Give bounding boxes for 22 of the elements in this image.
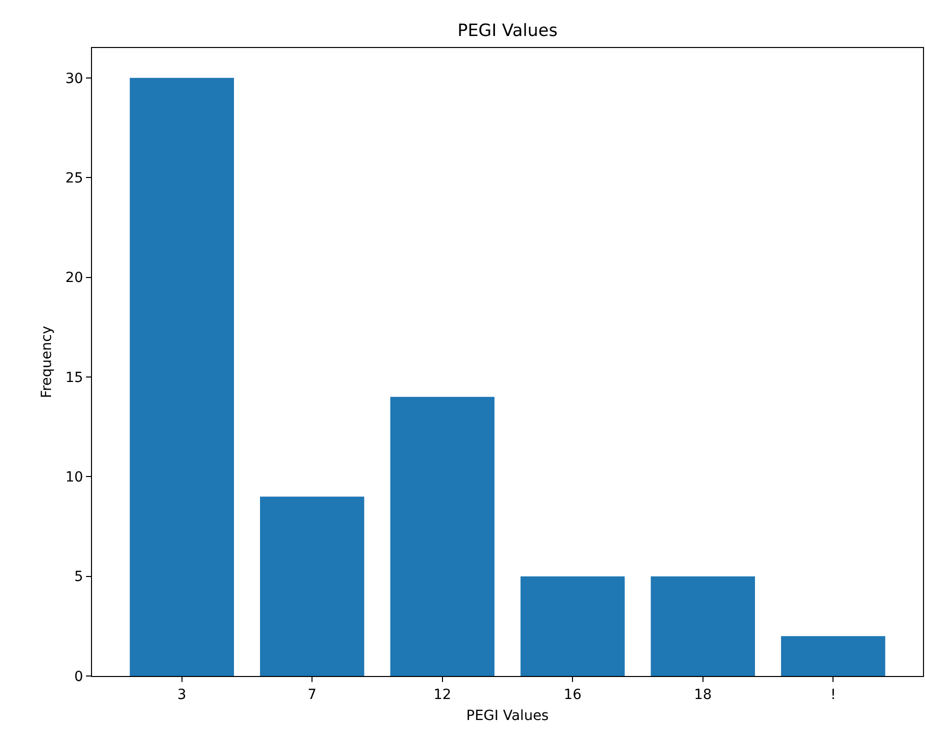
x-tick-label: 16 [564, 686, 582, 703]
y-tick-label: 0 [74, 668, 84, 685]
y-tick-label: 10 [65, 470, 84, 486]
x-tick-label: 12 [433, 686, 452, 703]
x-tick-label: 7 [308, 686, 317, 703]
y-tick-label: 5 [74, 569, 84, 586]
x-tick-label: ! [830, 686, 836, 703]
y-axis-title: Frequency [38, 326, 55, 398]
y-tick-label: 20 [65, 270, 84, 286]
chart-title: PEGI Values [457, 20, 558, 41]
bar [781, 636, 886, 676]
bar [650, 576, 755, 676]
bar [520, 576, 625, 676]
y-tick-label: 25 [65, 170, 84, 186]
y-tick-label: 15 [65, 370, 84, 386]
bar [390, 396, 494, 676]
bar [130, 78, 234, 676]
x-tick-label: 18 [694, 686, 712, 703]
x-axis-title: PEGI Values [466, 708, 549, 724]
bar [260, 496, 364, 676]
x-tick-label: 3 [177, 686, 186, 703]
y-tick-label: 30 [65, 70, 84, 87]
